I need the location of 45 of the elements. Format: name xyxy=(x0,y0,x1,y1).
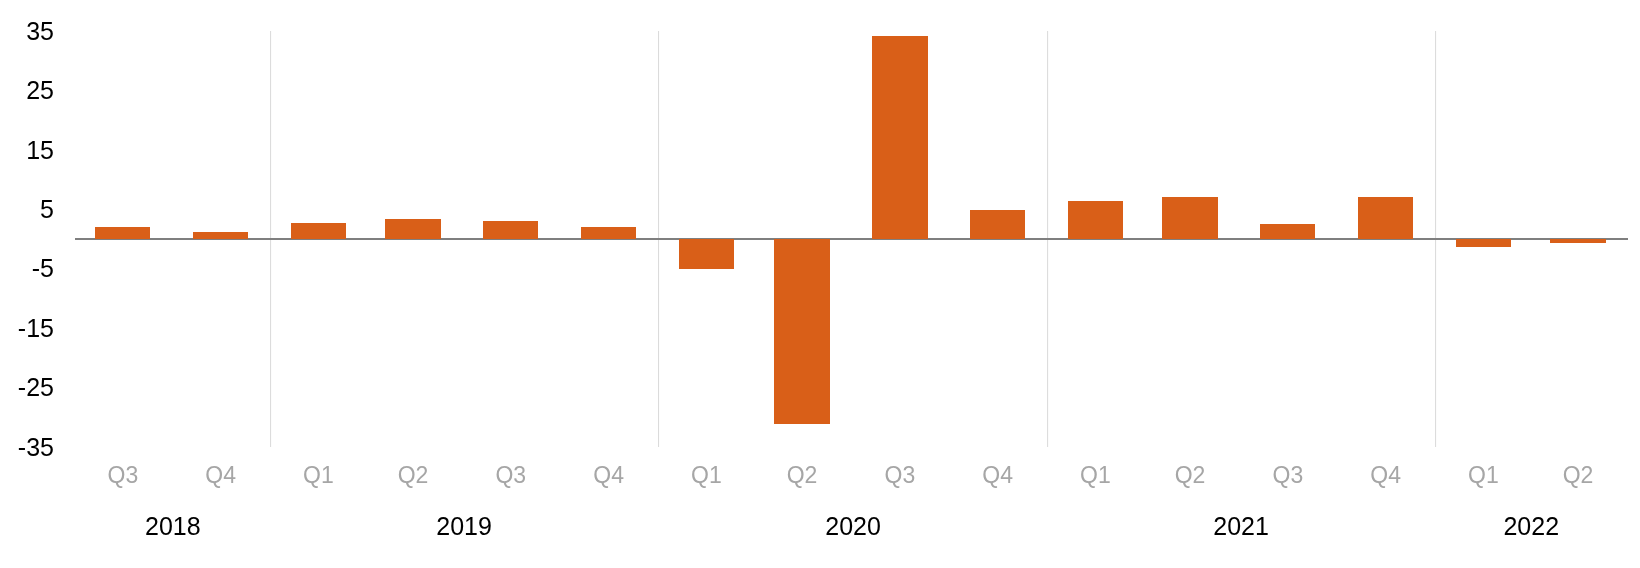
x-tick-label: Q4 xyxy=(205,462,237,488)
y-tick-label: -5 xyxy=(31,254,54,283)
x-tick-label: Q4 xyxy=(1370,462,1402,488)
x2-tick-label: 2018 xyxy=(144,512,201,540)
bar xyxy=(291,223,346,239)
y-tick-label: 5 xyxy=(40,195,54,224)
x-tick-label: Q3 xyxy=(1272,462,1304,488)
x-tick-label: Q2 xyxy=(1174,462,1206,488)
bar xyxy=(1456,239,1511,247)
x-tick-label: Q2 xyxy=(1562,462,1594,488)
x2-tick-label: 2019 xyxy=(436,512,492,540)
bar xyxy=(483,221,538,239)
bar xyxy=(95,227,150,239)
y-tick-label: 15 xyxy=(26,135,54,164)
x-tick-label: Q4 xyxy=(593,462,625,488)
x2-tick-label: 2022 xyxy=(1503,512,1560,540)
x2-tick-label: 2020 xyxy=(825,512,881,540)
bar xyxy=(193,232,248,239)
bar xyxy=(1162,197,1218,239)
bar xyxy=(581,227,636,239)
bar xyxy=(1550,239,1606,243)
bar xyxy=(679,239,734,269)
x-tick-label: Q1 xyxy=(1080,462,1111,488)
y-tick-label: -15 xyxy=(17,313,54,342)
x-tick-label: Q4 xyxy=(982,462,1014,488)
x-tick-label: Q3 xyxy=(495,462,527,488)
y-tick-label: -25 xyxy=(17,373,54,402)
x2-tick-label: 2021 xyxy=(1213,512,1269,540)
y-tick-label: 35 xyxy=(26,16,54,45)
bar xyxy=(774,239,830,424)
bar xyxy=(1068,201,1123,239)
bar xyxy=(1260,224,1315,239)
x-tick-label: Q1 xyxy=(1468,462,1499,488)
x-tick-label: Q2 xyxy=(786,462,818,488)
x-tick-label: Q3 xyxy=(107,462,139,488)
y-tick-label: 25 xyxy=(26,76,54,105)
y-tick-label: -35 xyxy=(17,432,54,461)
bar xyxy=(385,219,441,239)
x-tick-label: Q3 xyxy=(884,462,916,488)
bar xyxy=(1358,197,1413,239)
x-tick-label: Q1 xyxy=(303,462,334,488)
x-tick-label: Q1 xyxy=(691,462,722,488)
x-tick-label: Q2 xyxy=(397,462,429,488)
bar xyxy=(970,210,1025,239)
bar xyxy=(872,36,928,239)
